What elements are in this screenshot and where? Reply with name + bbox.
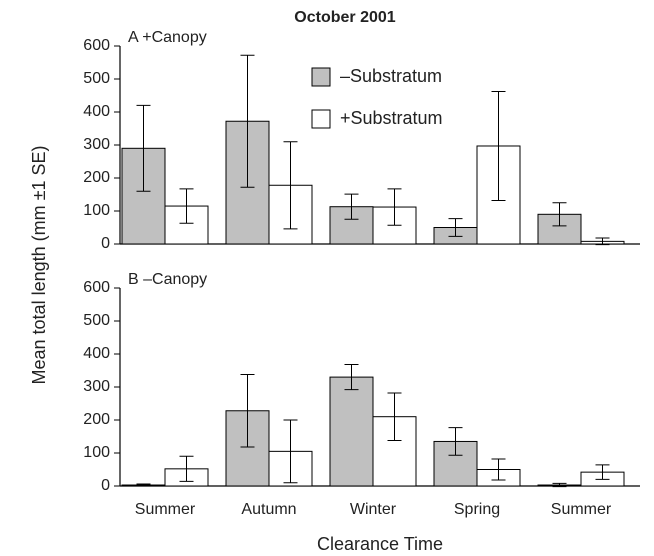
x-tick-label: Summer (551, 501, 612, 518)
error-bar (240, 54, 255, 188)
legend-swatch (311, 67, 331, 87)
y-axis-label: Mean total length (mm ±1 SE) (29, 146, 49, 385)
y-tick-label: 100 (83, 202, 110, 219)
y-tick-label: 600 (83, 279, 110, 296)
x-tick-label: Autumn (241, 501, 296, 518)
legend-label: +Substratum (340, 108, 443, 128)
error-bar (491, 91, 506, 201)
y-tick-label: 600 (83, 37, 110, 54)
error-bar (552, 202, 567, 227)
y-tick-label: 300 (83, 378, 110, 395)
y-tick-label: 400 (83, 345, 110, 362)
error-bar (283, 141, 298, 230)
chart-title: October 2001 (294, 9, 395, 26)
error-bar (491, 458, 506, 481)
error-bar (136, 483, 151, 487)
y-tick-label: 300 (83, 136, 110, 153)
error-bar (387, 188, 402, 226)
error-bar (387, 392, 402, 441)
x-axis-label: Clearance Time (317, 534, 443, 554)
y-tick-label: 200 (83, 411, 110, 428)
error-bar (344, 364, 359, 391)
error-bar (595, 237, 610, 246)
bar (329, 376, 374, 487)
error-bar (240, 373, 255, 448)
legend-swatch (311, 109, 331, 129)
error-bar (179, 455, 194, 482)
x-tick-label: Spring (454, 501, 500, 518)
error-bar (179, 188, 194, 224)
panel-label: B –Canopy (128, 271, 207, 288)
error-bar (552, 482, 567, 488)
error-bar (448, 218, 463, 237)
y-tick-label: 400 (83, 103, 110, 120)
error-bar (595, 464, 610, 480)
error-bar (344, 193, 359, 220)
panel-label: A +Canopy (128, 29, 207, 46)
error-bar (136, 104, 151, 192)
y-tick-label: 0 (101, 235, 110, 252)
y-tick-label: 100 (83, 444, 110, 461)
legend-label: –Substratum (340, 66, 442, 86)
error-bar (283, 419, 298, 484)
error-bar (448, 427, 463, 456)
y-tick-label: 200 (83, 169, 110, 186)
x-tick-label: Summer (135, 501, 196, 518)
y-tick-label: 500 (83, 312, 110, 329)
y-tick-label: 500 (83, 70, 110, 87)
y-tick-label: 0 (101, 477, 110, 494)
x-tick-label: Winter (350, 501, 397, 518)
